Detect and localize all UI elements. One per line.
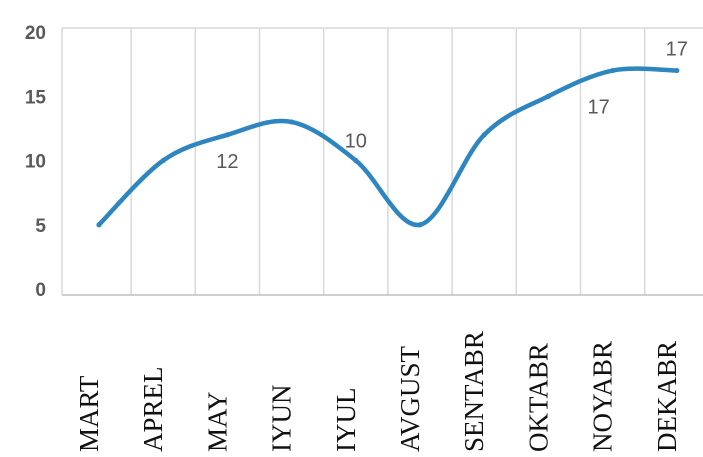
x-tick-label: NOYABR bbox=[588, 341, 618, 452]
data-point bbox=[417, 222, 423, 228]
x-tick-label: DEKABR bbox=[652, 341, 682, 452]
x-tick-label: IYUN bbox=[267, 385, 297, 453]
y-tick-label: 20 bbox=[25, 23, 46, 44]
y-axis-ticks: 0 5 10 15 20 bbox=[25, 23, 47, 301]
x-tick-label: MAY bbox=[202, 391, 232, 452]
x-tick-label: MART bbox=[74, 375, 104, 452]
data-point bbox=[353, 157, 359, 164]
x-axis-ticks: MART APREL MAY IYUN IYUL AVGUST SENTABR OKTABR N… bbox=[74, 331, 682, 452]
data-point bbox=[674, 67, 680, 74]
data-point bbox=[481, 132, 487, 138]
data-label: 10 bbox=[345, 131, 367, 153]
data-labels: 12 10 17 17 bbox=[216, 39, 688, 173]
points-layer bbox=[96, 67, 680, 228]
data-point bbox=[160, 157, 166, 164]
x-tick-label: IYUL bbox=[331, 388, 361, 452]
data-point bbox=[96, 222, 102, 228]
x-tick-label: APREL bbox=[138, 366, 168, 452]
x-tick-label: SENTABR bbox=[459, 331, 489, 452]
data-label: 12 bbox=[216, 151, 238, 173]
series-layer bbox=[96, 66, 680, 228]
y-tick-label: 5 bbox=[35, 216, 46, 237]
data-label: 17 bbox=[666, 39, 688, 61]
y-tick-label: 10 bbox=[25, 152, 46, 173]
series-line bbox=[96, 66, 680, 228]
y-tick-label: 0 bbox=[35, 280, 46, 301]
data-point bbox=[610, 67, 616, 74]
data-point bbox=[289, 119, 295, 125]
data-point bbox=[545, 93, 552, 99]
x-tick-label: AVGUST bbox=[395, 345, 425, 452]
data-point bbox=[224, 132, 230, 138]
y-tick-label: 15 bbox=[25, 87, 47, 108]
x-tick-label: OKTABR bbox=[523, 343, 553, 452]
data-label: 17 bbox=[587, 97, 609, 119]
grid-layer bbox=[61, 27, 703, 296]
